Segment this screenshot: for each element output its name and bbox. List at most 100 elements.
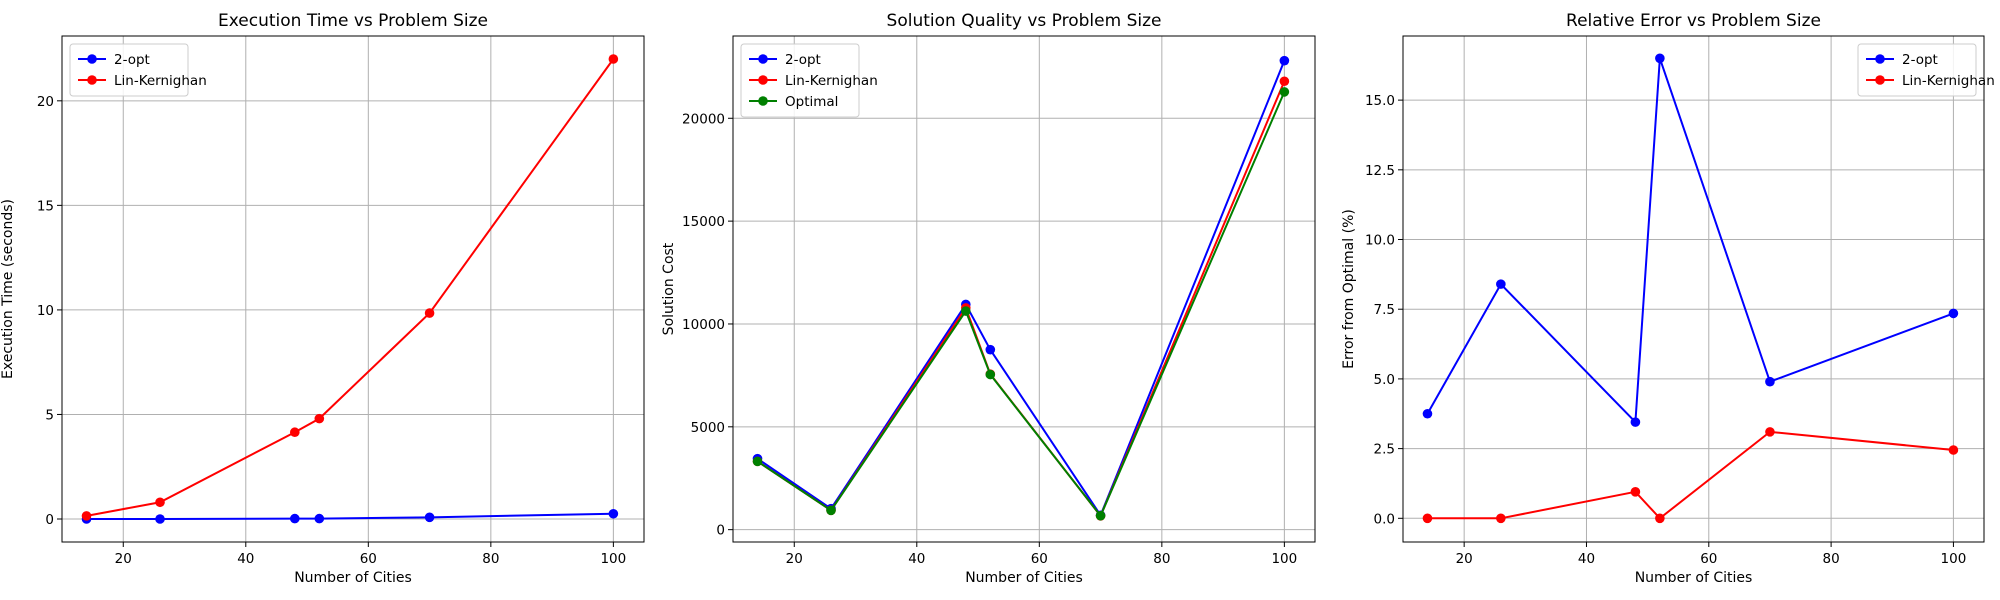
- x-tick-label: 60: [1700, 551, 1717, 567]
- x-tick-label: 100: [1271, 551, 1297, 567]
- legend-swatch-marker: [87, 54, 97, 64]
- data-point: [1095, 510, 1106, 521]
- y-tick-label: 15.0: [1365, 93, 1395, 109]
- data-point: [985, 344, 996, 355]
- data-point: [826, 505, 836, 516]
- legend-label: Lin-Kernighan: [785, 73, 878, 89]
- axes-frame: [732, 35, 1316, 543]
- data-point: [1765, 427, 1775, 437]
- data-point: [1496, 279, 1506, 289]
- chart-title: Execution Time vs Problem Size: [218, 11, 488, 31]
- chart-panel-3: 20 40 60 80 100 0.0 2.5 5.0 7.5 10.0 12.5 15.0 Relat…: [1341, 11, 1995, 586]
- legend-box: [1857, 43, 1977, 97]
- data-point: [155, 497, 165, 508]
- data-point: [314, 413, 325, 424]
- x-tick-label: 20: [115, 551, 132, 567]
- x-tick-label: 80: [1823, 551, 1840, 567]
- y-tick-label: 0: [45, 512, 54, 528]
- legend: 2-opt Lin-Kernighan: [69, 43, 207, 97]
- chart-panel-2: 20 40 60 80 100 0 5000 10000 15000 20000 Solution …: [661, 11, 1316, 586]
- y-tick-label: 12.5: [1365, 163, 1395, 179]
- series-line-2: [756, 80, 1286, 518]
- data-point: [608, 508, 619, 519]
- legend-label: 2-opt: [114, 52, 150, 68]
- legend-label: 2-opt: [785, 52, 821, 68]
- legend-swatch-marker: [87, 75, 97, 85]
- y-tick-label: 20000: [682, 111, 725, 127]
- legend: 2-opt Lin-Kernighan Optimal: [740, 43, 878, 118]
- x-tick-label: 40: [237, 551, 254, 567]
- y-tick-label: 5.0: [1374, 372, 1395, 388]
- data-point: [1948, 308, 1959, 319]
- legend-swatch-marker: [758, 75, 768, 85]
- y-tick-label: 20: [37, 94, 54, 110]
- data-point: [1422, 408, 1433, 419]
- chart-title: Relative Error vs Problem Size: [1566, 11, 1821, 31]
- data-point: [608, 54, 619, 64]
- series-line-2: [86, 58, 615, 517]
- data-point: [1279, 76, 1290, 87]
- data-point: [1279, 87, 1290, 97]
- legend-label: Lin-Kernighan: [114, 73, 207, 89]
- data-point: [1655, 53, 1665, 64]
- x-tick-label: 80: [1153, 551, 1170, 567]
- x-tick-label: 80: [482, 551, 499, 567]
- y-tick-label: 10: [37, 303, 54, 319]
- data-point: [1630, 417, 1641, 427]
- series-line-3: [756, 91, 1286, 518]
- x-axis-label: Number of Cities: [294, 570, 412, 586]
- x-tick-label: 100: [600, 551, 626, 567]
- data-point: [752, 456, 763, 467]
- legend-swatch-marker: [758, 54, 768, 64]
- data-point: [1630, 487, 1641, 497]
- y-tick-label: 10.0: [1365, 233, 1395, 249]
- data-point: [81, 511, 92, 521]
- data-point: [424, 512, 435, 523]
- legend-label: 2-opt: [1902, 52, 1938, 68]
- y-tick-label: 0.0: [1374, 511, 1395, 527]
- x-tick-label: 20: [1456, 551, 1473, 567]
- y-tick-label: 0: [716, 523, 725, 539]
- legend-label: Optimal: [785, 94, 838, 110]
- y-tick-label: 15000: [682, 214, 725, 230]
- chart-panel-1: 20 40 60 80 100 0 5 10 15 20 Execution Time vs Pro…: [0, 11, 645, 586]
- y-axis-label: Error from Optimal (%): [1341, 209, 1357, 369]
- x-tick-label: 40: [1578, 551, 1595, 567]
- data-point: [1655, 513, 1665, 524]
- data-point: [1496, 513, 1506, 524]
- axes-frame: [61, 35, 645, 543]
- chart-title: Solution Quality vs Problem Size: [887, 11, 1162, 31]
- legend-box: [740, 43, 860, 118]
- y-axis-label: Execution Time (seconds): [0, 199, 16, 379]
- series-line-1: [86, 512, 614, 520]
- x-axis-label: Number of Cities: [965, 570, 1083, 586]
- x-tick-label: 60: [360, 551, 377, 567]
- y-tick-label: 5: [45, 407, 54, 423]
- x-tick-label: 40: [908, 551, 925, 567]
- y-tick-label: 15: [37, 198, 54, 214]
- data-point: [985, 369, 996, 380]
- x-tick-label: 100: [1941, 551, 1967, 567]
- y-tick-label: 7.5: [1374, 302, 1395, 318]
- y-tick-label: 2.5: [1374, 442, 1395, 458]
- series-line-2: [1427, 430, 1954, 520]
- legend-box: [69, 43, 189, 97]
- legend: 2-opt Lin-Kernighan: [1857, 43, 1995, 97]
- axes-frame: [1402, 35, 1985, 543]
- data-point: [1765, 376, 1775, 387]
- legend-swatch-marker: [1875, 54, 1885, 64]
- y-tick-label: 10000: [682, 317, 725, 333]
- series-line-1: [756, 60, 1286, 518]
- data-point: [1279, 55, 1290, 66]
- data-point: [290, 513, 300, 524]
- data-point: [1948, 445, 1959, 455]
- data-point: [290, 427, 300, 438]
- legend-label: Lin-Kernighan: [1902, 73, 1995, 89]
- data-point: [314, 513, 325, 524]
- legend-swatch-marker: [1875, 75, 1885, 85]
- x-axis-label: Number of Cities: [1635, 570, 1753, 586]
- y-tick-label: 5000: [691, 420, 725, 436]
- data-point: [424, 308, 435, 318]
- series-line-1: [1426, 57, 1954, 425]
